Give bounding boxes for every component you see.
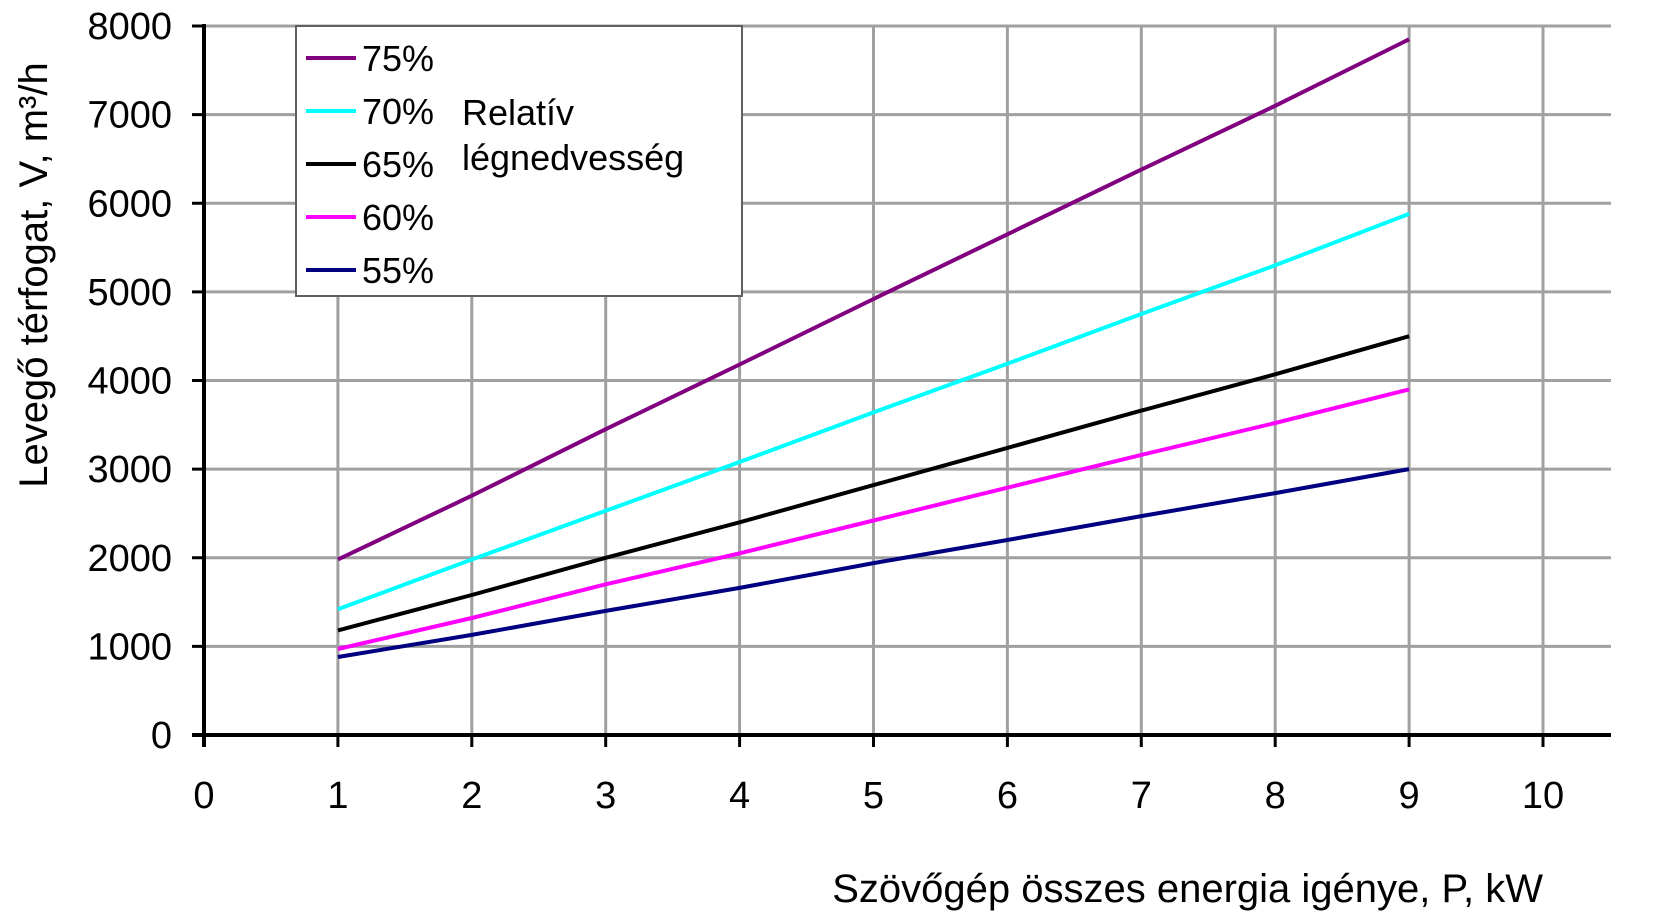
legend-items: 75% 70% 65% 60% 55% [306,38,434,291]
series-line-55pct [337,467,1410,659]
series-line-65pct [337,334,1410,633]
series-line-60pct [337,387,1410,651]
x-tick-label-7: 7 [1131,775,1152,817]
x-tick-label-4: 4 [729,775,750,817]
y-tick-label-4000: 4000 [87,361,172,403]
legend-title-line-2: légnedvesség [462,137,684,178]
x-axis-title: Szövőgép összes energia igénye, P, kW [832,867,1543,911]
x-tick-label-10: 10 [1522,775,1564,817]
x-tick-label-3: 3 [595,775,616,817]
x-tick-label-0: 0 [193,775,214,817]
legend-label-65pct: 65% [362,144,434,185]
x-tick-label-9: 9 [1399,775,1420,817]
x-tick-label-8: 8 [1265,775,1286,817]
y-tick-label-1000: 1000 [87,626,172,668]
legend: 75% 70% 65% 60% 55% Relatív légnedvesség [295,25,743,297]
x-tick-label-6: 6 [997,775,1018,817]
x-tick-label-2: 2 [461,775,482,817]
y-tick-label-8000: 8000 [87,6,172,48]
tick-labels: 0 1 2 3 4 5 6 7 8 9 10 0 1000 2000 3000 4000 5000 6000 700… [87,6,1564,817]
y-axis-title: Levegő térfogat, V, m³/h [12,62,56,487]
legend-label-60pct: 60% [362,197,434,238]
x-tick-label-1: 1 [327,775,348,817]
legend-box [295,25,743,297]
series-line-75pct [337,37,1410,562]
y-tick-label-3000: 3000 [87,449,172,491]
y-tick-label-7000: 7000 [87,95,172,137]
series-lines [337,37,1410,659]
axes [192,24,1611,747]
legend-label-70pct: 70% [362,91,434,132]
x-tick-label-5: 5 [863,775,884,817]
y-tick-label-2000: 2000 [87,538,172,580]
y-tick-label-0: 0 [151,715,172,757]
legend-label-55pct: 55% [362,250,434,291]
legend-title-line-1: Relatív [462,92,574,133]
series-line-70pct [337,212,1410,612]
y-tick-label-5000: 5000 [87,272,172,314]
y-tick-label-6000: 6000 [87,183,172,225]
legend-label-75pct: 75% [362,38,434,79]
